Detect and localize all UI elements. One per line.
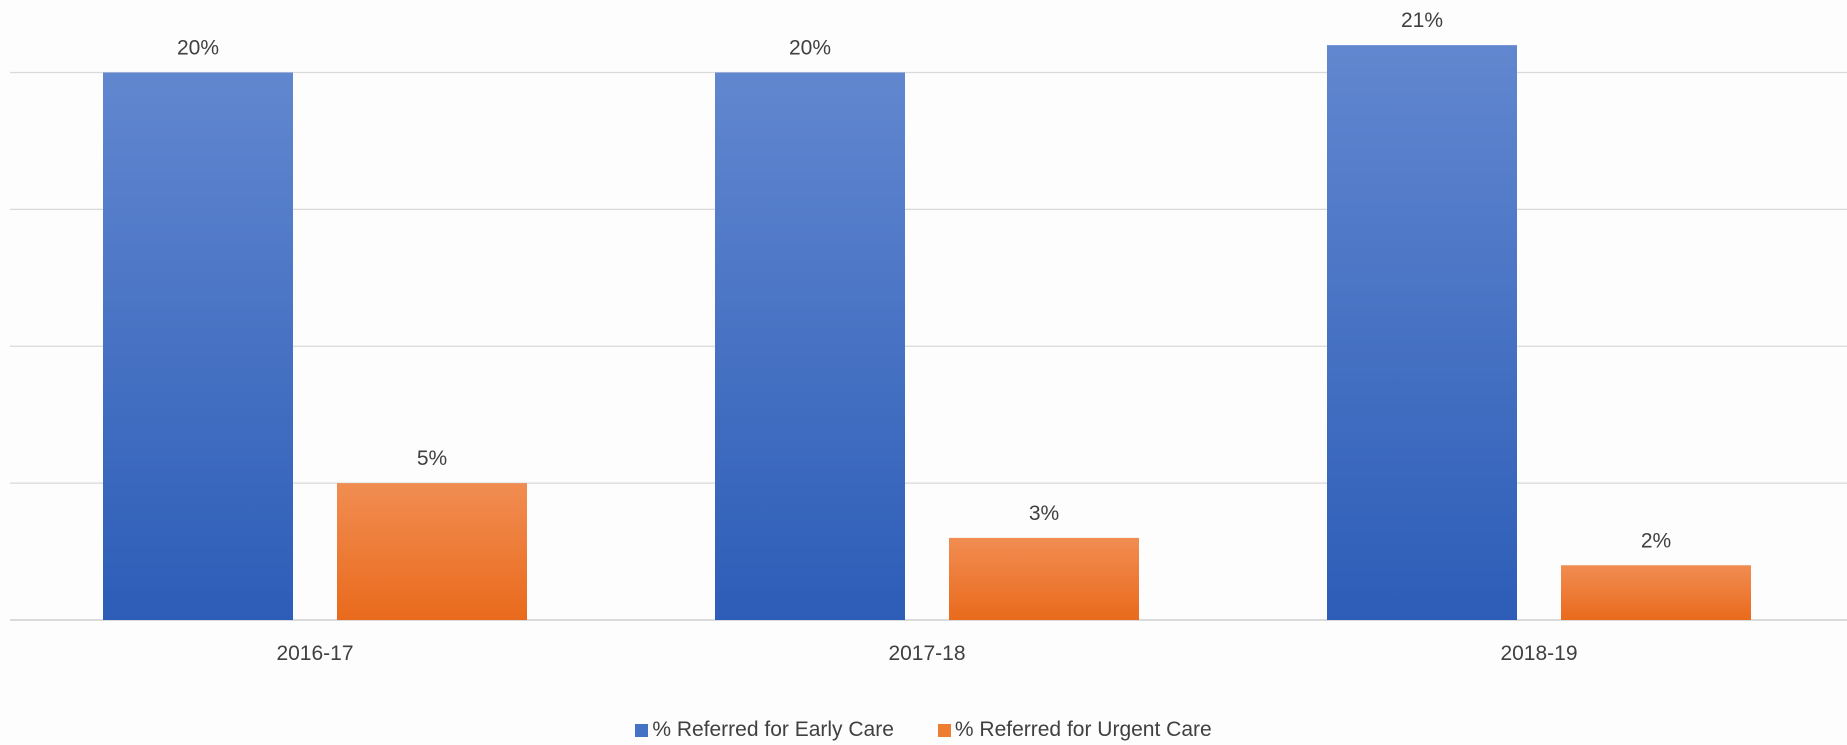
- legend: % Referred for Early Care % Referred for…: [0, 718, 1847, 742]
- gridlines: [10, 71, 1847, 621]
- bar-urgent-care-2018-19: [1561, 565, 1751, 620]
- legend-swatch-urgent-care: [937, 723, 951, 737]
- data-label-early-care-2018-19: 21%: [1401, 9, 1443, 32]
- data-label-urgent-care-2016-17: 5%: [417, 447, 447, 470]
- x-tick-label-2018-19: 2018-19: [1500, 642, 1577, 665]
- x-tick-label-2016-17: 2016-17: [276, 642, 353, 665]
- data-label-urgent-care-2018-19: 2%: [1641, 529, 1671, 552]
- x-tick-label-2017-18: 2017-18: [888, 642, 965, 665]
- data-label-urgent-care-2017-18: 3%: [1029, 502, 1059, 525]
- bar-urgent-care-2017-18: [949, 537, 1139, 620]
- bar-early-care-2017-18: [715, 72, 905, 620]
- legend-swatch-early-care: [635, 723, 649, 737]
- bars: [103, 45, 1751, 620]
- chart-plot-area: 20% 20% 21% 5% 3% 2% 2016-17 2017-18 2018-19: [10, 9, 1847, 665]
- bar-early-care-2016-17: [103, 72, 293, 620]
- x-axis-tick-labels: 2016-17 2017-18 2018-19: [276, 642, 1577, 665]
- data-labels: 20% 20% 21% 5% 3% 2%: [177, 9, 1671, 552]
- legend-item-early-care: % Referred for Early Care: [635, 718, 894, 742]
- legend-item-urgent-care: % Referred for Urgent Care: [937, 718, 1212, 742]
- bar-early-care-2018-19: [1327, 45, 1517, 620]
- legend-label-urgent-care: % Referred for Urgent Care: [954, 718, 1212, 741]
- bar-urgent-care-2016-17: [337, 483, 527, 620]
- data-label-early-care-2017-18: 20%: [789, 37, 831, 60]
- data-label-early-care-2016-17: 20%: [177, 37, 219, 60]
- legend-label-early-care: % Referred for Early Care: [652, 718, 894, 741]
